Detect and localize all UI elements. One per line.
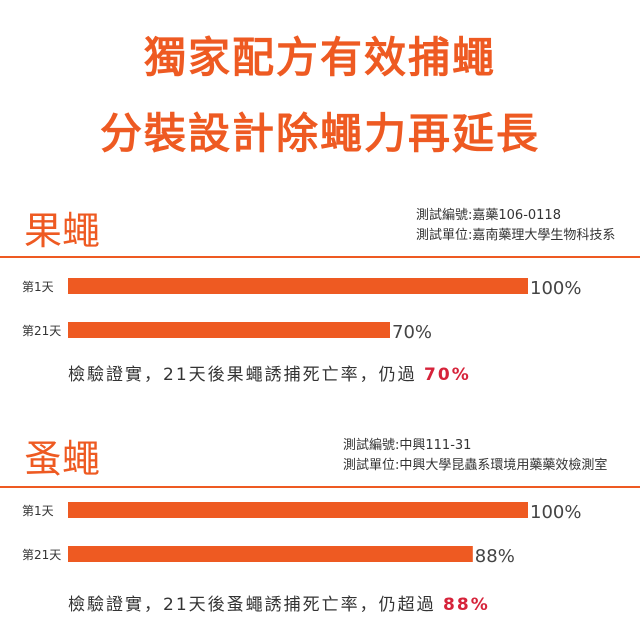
section-divider: [0, 486, 640, 488]
section-divider: [0, 256, 640, 258]
conclusion-value: 70%: [424, 365, 471, 385]
conclusion-value: 88%: [443, 595, 490, 615]
category-label: 第21天: [22, 548, 61, 562]
test-unit: 測試單位:嘉南藥理大學生物科技系: [416, 228, 616, 243]
section-title: 果蠅: [24, 209, 101, 253]
category-label: 第1天: [22, 280, 54, 294]
test-code: 測試編號:中興111-31: [343, 438, 472, 453]
value-label: 100%: [530, 278, 581, 299]
test-unit: 測試單位:中興大學昆蟲系環境用藥藥效檢測室: [343, 458, 608, 473]
conclusion-text: 檢驗證實，21天後蚤蠅誘捕死亡率，仍超過 88%: [68, 590, 490, 615]
headline-line-2: 分裝設計除蠅力再延長: [99, 109, 540, 158]
category-label: 第21天: [22, 324, 61, 338]
bar: [68, 278, 528, 294]
section-title: 蚤蠅: [24, 437, 101, 481]
conclusion-prefix: 檢驗證實，21天後蚤蠅誘捕死亡率，仍超過: [68, 595, 436, 615]
category-label: 第1天: [22, 504, 54, 518]
value-label: 70%: [392, 322, 432, 343]
value-label: 100%: [530, 502, 581, 523]
test-info: 測試編號:中興111-31 測試單位:中興大學昆蟲系環境用藥藥效檢測室: [343, 436, 607, 476]
value-label: 88%: [475, 546, 515, 567]
headline-line-1: 獨家配方有效捕蠅: [143, 33, 496, 82]
test-info: 測試編號:嘉藥106-0118 測試單位:嘉南藥理大學生物科技系: [416, 206, 615, 246]
conclusion-text: 檢驗證實，21天後果蠅誘捕死亡率，仍過 70%: [68, 360, 471, 385]
test-code: 測試編號:嘉藥106-0118: [416, 208, 561, 223]
fruit-fly-bar-chart: 第1天 100% 第21天 70%: [22, 278, 581, 343]
bar: [68, 546, 473, 562]
bar: [68, 502, 528, 518]
phorid-fly-bar-chart: 第1天 100% 第21天 88%: [22, 502, 581, 567]
conclusion-prefix: 檢驗證實，21天後果蠅誘捕死亡率，仍過: [68, 365, 417, 385]
bar: [68, 322, 390, 338]
